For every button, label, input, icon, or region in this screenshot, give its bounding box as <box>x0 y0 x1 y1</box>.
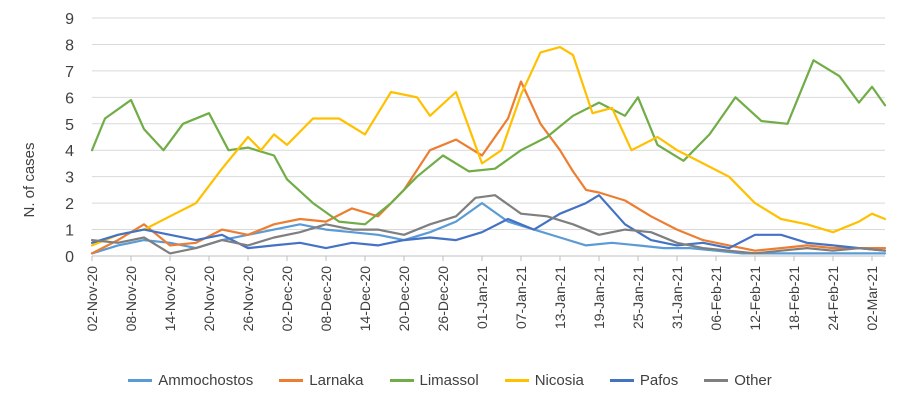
x-tick-label: 08-Dec-20 <box>318 266 334 332</box>
x-tick-label: 07-Jan-21 <box>513 266 529 329</box>
x-tick-label: 08-Nov-20 <box>123 266 139 332</box>
x-tick-label: 26-Nov-20 <box>240 266 256 332</box>
legend-label: Limassol <box>419 372 479 389</box>
x-tick-label: 24-Feb-21 <box>825 266 841 331</box>
legend-label: Pafos <box>639 372 679 389</box>
x-tick-label: 13-Jan-21 <box>552 266 568 329</box>
x-tick-label: 06-Feb-21 <box>708 266 724 331</box>
x-tick-label: 18-Feb-21 <box>786 266 802 331</box>
axes: 0 1 2 3 4 5 6 7 8 9 02-Nov-20 08-Nov-20 14-Nov-20 20-… <box>65 11 885 331</box>
x-tick-label: 02-Nov-20 <box>84 266 100 332</box>
legend-swatch <box>609 379 634 382</box>
x-tick-label: 31-Jan-21 <box>669 266 685 329</box>
legend-label: Nicosia <box>534 372 584 389</box>
x-tick-label: 14-Dec-20 <box>357 266 373 332</box>
x-tick-label: 12-Feb-21 <box>747 266 763 331</box>
legend-swatch <box>279 379 304 382</box>
series-line-other <box>90 194 887 255</box>
y-tick-label: 0 <box>65 249 74 266</box>
x-tick-label: 01-Jan-21 <box>474 266 490 329</box>
x-tick-label: 02-Mar-21 <box>864 266 880 331</box>
y-tick-label: 9 <box>65 11 74 28</box>
y-tick-label: 2 <box>65 196 74 213</box>
y-tick-label: 3 <box>65 170 74 187</box>
x-tick-label: 25-Jan-21 <box>630 266 646 329</box>
legend-item-larnaka: Larnaka <box>279 372 364 389</box>
gridlines <box>92 17 885 257</box>
legend-swatch <box>504 379 529 382</box>
series-line-nicosia <box>90 45 887 247</box>
series-line-limassol <box>90 59 887 226</box>
legend-swatch <box>128 379 153 382</box>
y-axis-label: N. of cases <box>21 142 38 217</box>
legend-swatch <box>389 379 414 382</box>
series-line-larnaka <box>90 80 887 255</box>
x-tick-label: 20-Dec-20 <box>396 266 412 332</box>
legend-item-other: Other <box>704 372 772 389</box>
legend-label: Other <box>734 372 772 389</box>
y-tick-label: 1 <box>65 223 74 240</box>
legend-label: Larnaka <box>309 372 364 389</box>
legend-swatch <box>704 379 729 382</box>
legend: Ammochostos Larnaka Limassol Nicosia Pafos Ot… <box>0 372 900 389</box>
legend-label: Ammochostos <box>158 372 254 389</box>
legend-item-ammochostos: Ammochostos <box>128 372 253 389</box>
x-tick-label: 20-Nov-20 <box>201 266 217 332</box>
x-tick-label: 19-Jan-21 <box>591 266 607 329</box>
series-line-pafos <box>90 194 887 252</box>
legend-item-pafos: Pafos <box>609 372 679 389</box>
x-tick-label: 26-Dec-20 <box>435 266 451 332</box>
legend-item-limassol: Limassol <box>389 372 479 389</box>
x-tick-label: 14-Nov-20 <box>162 266 178 332</box>
x-tick-label: 02-Dec-20 <box>279 266 295 332</box>
y-tick-label: 4 <box>65 143 74 160</box>
legend-item-nicosia: Nicosia <box>504 372 584 389</box>
series-lines <box>90 45 887 255</box>
y-tick-label: 8 <box>65 37 74 54</box>
y-tick-label: 5 <box>65 117 74 134</box>
y-tick-label: 7 <box>65 64 74 81</box>
y-tick-label: 6 <box>65 90 74 107</box>
